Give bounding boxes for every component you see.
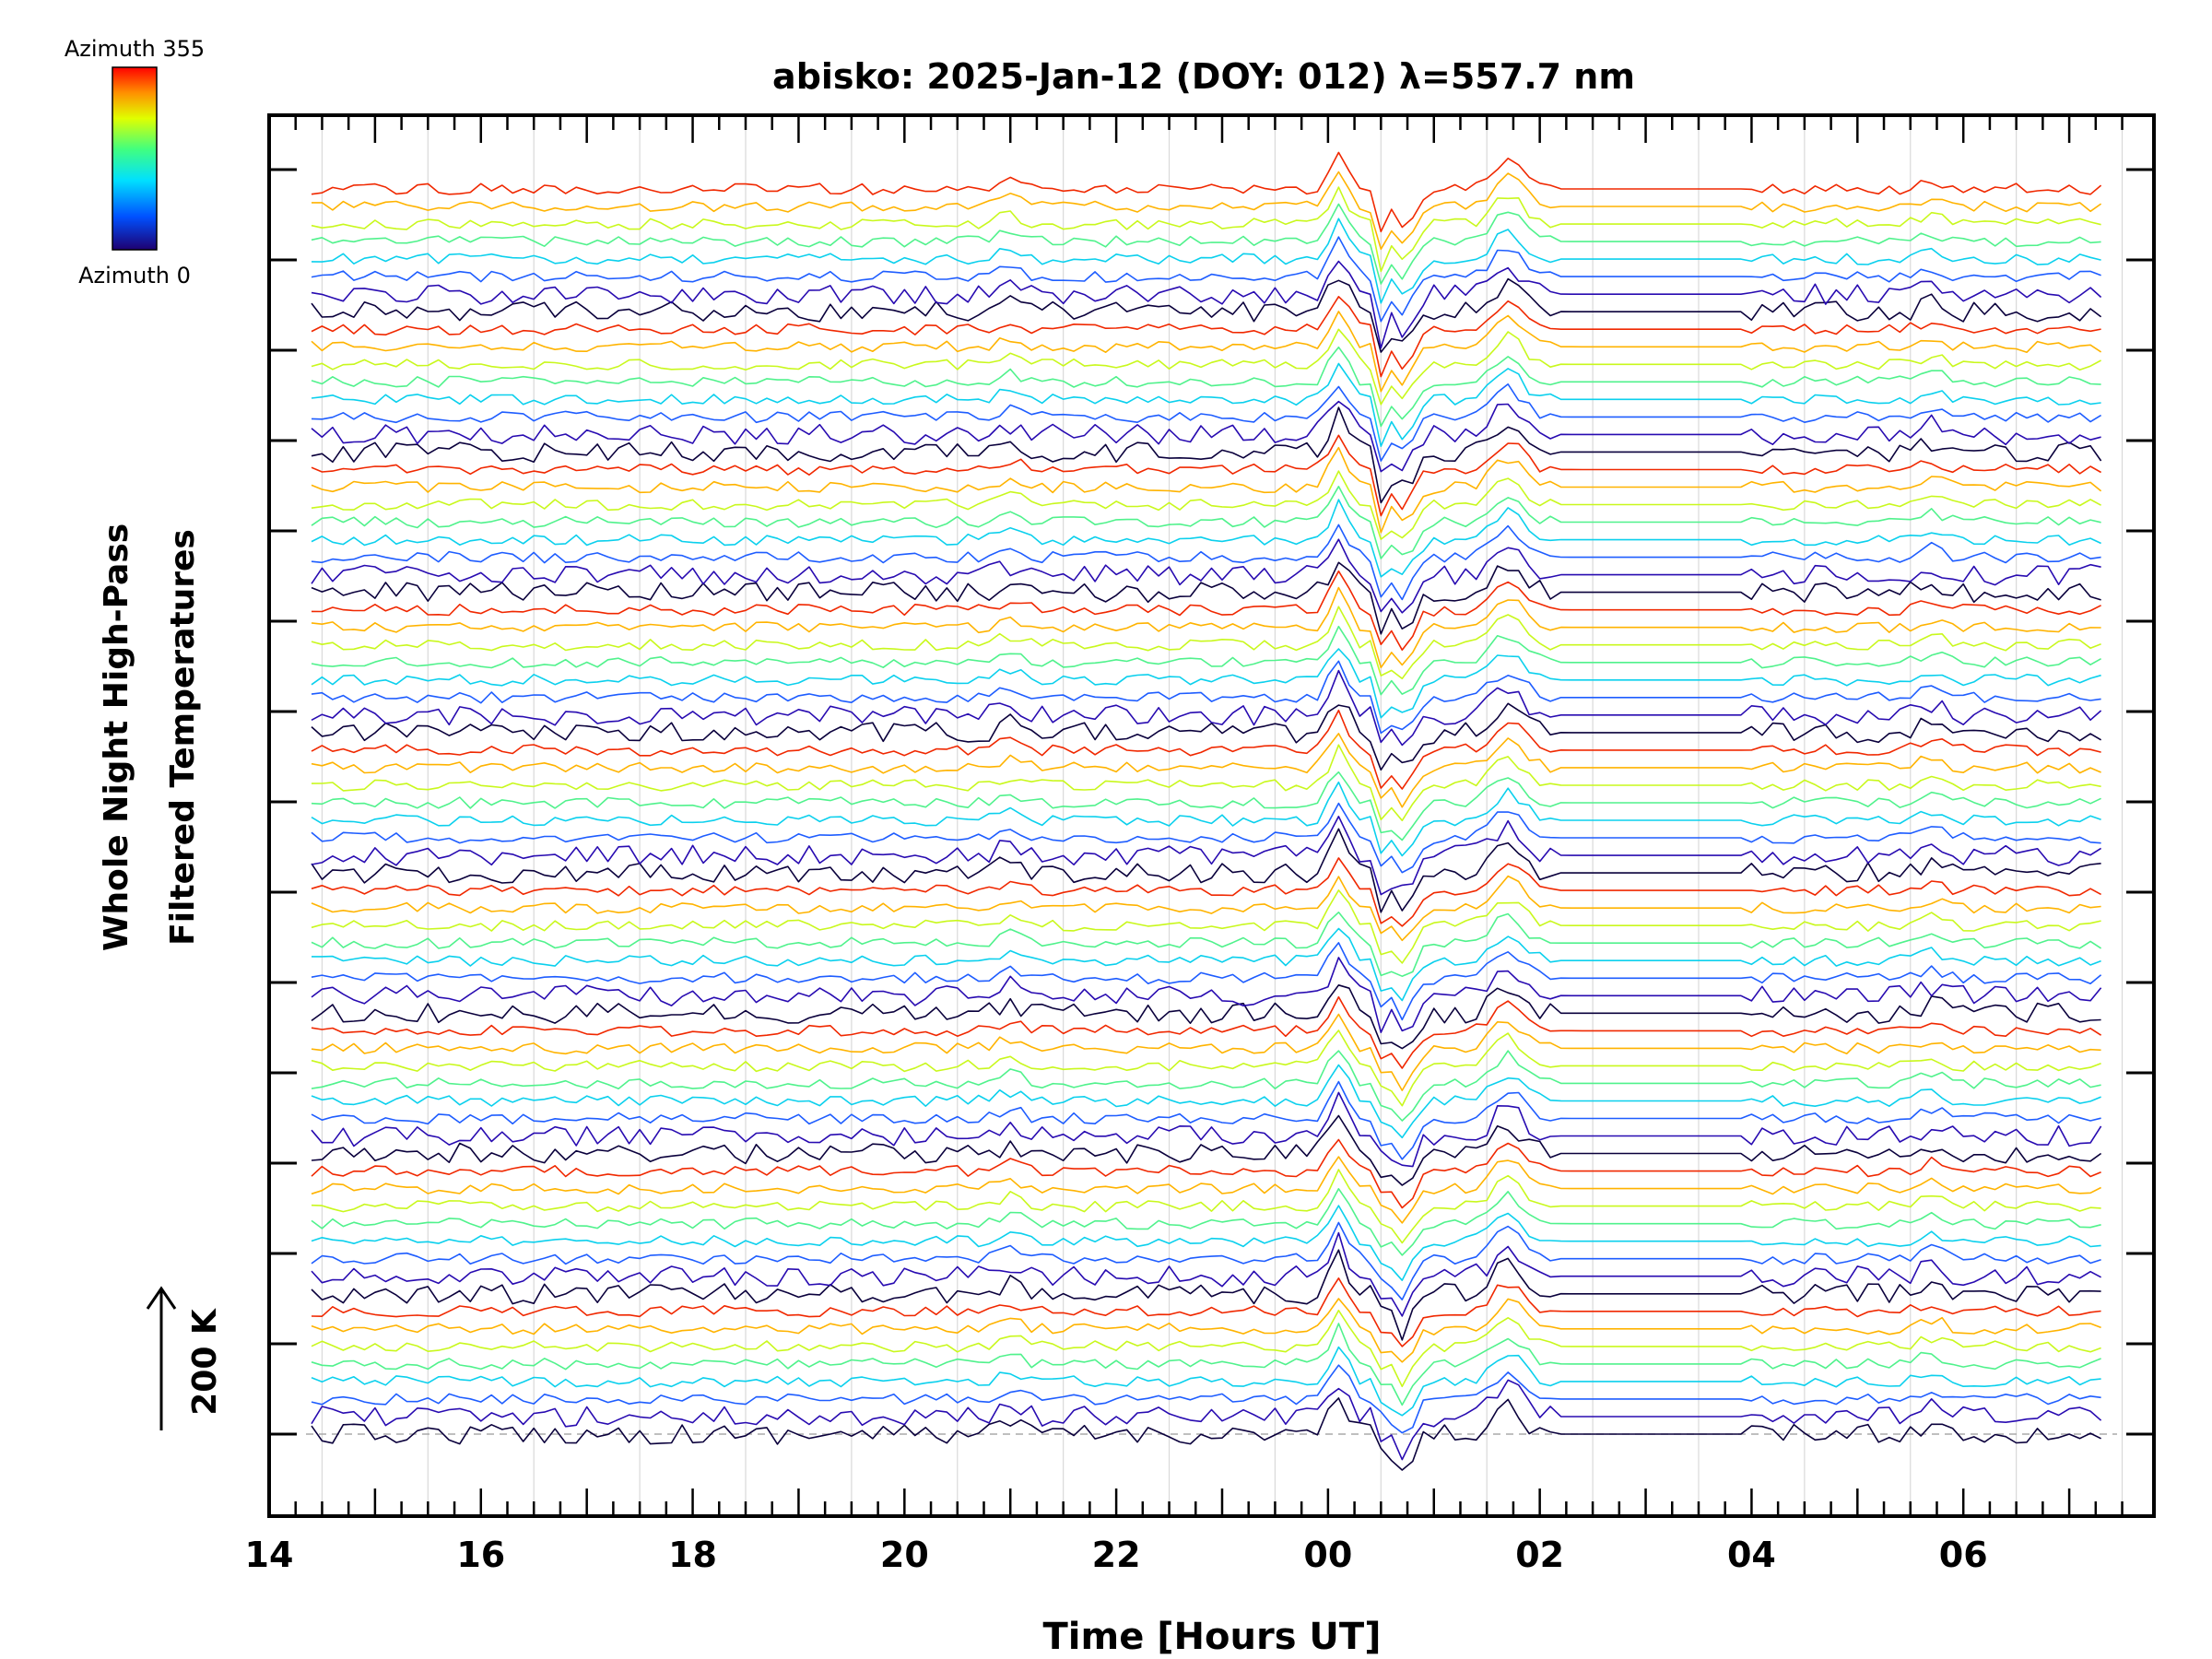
colorbar-gradient bbox=[112, 66, 158, 251]
series-line-57 bbox=[311, 400, 2101, 473]
series-line-2 bbox=[311, 1364, 2101, 1434]
colorbar: Azimuth 355 Azimuth 0 bbox=[65, 36, 205, 288]
series-line-61 bbox=[311, 328, 2101, 406]
y-axis-label-line2: Filtered Temperatures bbox=[164, 529, 202, 946]
scale-arrow-head bbox=[146, 1286, 177, 1310]
scale-indicator: 200 K bbox=[146, 1286, 224, 1430]
series-line-71 bbox=[311, 151, 2102, 233]
series-line-69 bbox=[311, 186, 2101, 273]
series-line-47 bbox=[311, 570, 2101, 652]
series-line-52 bbox=[311, 485, 2101, 559]
series-line-23 bbox=[311, 995, 2102, 1069]
series-line-36 bbox=[311, 771, 2101, 841]
series-line-70 bbox=[312, 171, 2102, 251]
series-line-19 bbox=[311, 1064, 2101, 1139]
series-line-65 bbox=[311, 260, 2102, 349]
series-line-17 bbox=[311, 1091, 2102, 1168]
series-line-50 bbox=[311, 524, 2101, 601]
series-line-25 bbox=[311, 957, 2102, 1033]
series-line-6 bbox=[311, 1298, 2101, 1363]
x-tick-label: 20 bbox=[880, 1535, 929, 1575]
colorbar-bottom-label: Azimuth 0 bbox=[78, 263, 191, 288]
series-line-21 bbox=[311, 1030, 2101, 1107]
series-line-34 bbox=[311, 802, 2101, 874]
series-line-33 bbox=[311, 815, 2102, 896]
series-line-1 bbox=[311, 1379, 2102, 1461]
series-line-18 bbox=[311, 1080, 2101, 1160]
x-tick-label: 14 bbox=[245, 1535, 294, 1575]
series-line-32 bbox=[311, 828, 2101, 913]
series-group bbox=[311, 151, 2102, 1471]
series-line-60 bbox=[311, 346, 2101, 428]
series-line-37 bbox=[311, 744, 2101, 822]
x-tick-label: 16 bbox=[456, 1535, 505, 1575]
series-line-30 bbox=[311, 875, 2101, 942]
axis-ticks bbox=[267, 115, 2154, 1516]
series-line-56 bbox=[311, 406, 2102, 504]
series-line-64 bbox=[311, 277, 2102, 353]
series-line-67 bbox=[311, 218, 2101, 304]
series-line-31 bbox=[311, 857, 2101, 927]
series-line-13 bbox=[311, 1169, 2101, 1244]
series-line-20 bbox=[311, 1050, 2101, 1122]
series-line-55 bbox=[311, 434, 2101, 517]
series-line-54 bbox=[311, 446, 2102, 534]
series-line-24 bbox=[311, 984, 2101, 1050]
series-line-49 bbox=[311, 538, 2101, 614]
series-line-22 bbox=[311, 1013, 2101, 1091]
series-line-44 bbox=[311, 625, 2101, 696]
series-line-43 bbox=[311, 648, 2101, 719]
plot-frame bbox=[267, 113, 2156, 1518]
x-tick-labels: 14 16 18 20 22 00 02 04 06 bbox=[245, 1535, 1988, 1575]
series-line-14 bbox=[311, 1156, 2101, 1224]
series-line-15 bbox=[311, 1138, 2101, 1209]
series-line-42 bbox=[311, 660, 2101, 735]
series-line-58 bbox=[311, 382, 2102, 462]
series-line-29 bbox=[311, 889, 2101, 964]
series-line-40 bbox=[311, 702, 2102, 771]
x-tick-label: 00 bbox=[1303, 1535, 1352, 1575]
series-line-0 bbox=[311, 1397, 2101, 1471]
scale-label: 200 K bbox=[186, 1308, 224, 1416]
x-tick-label: 22 bbox=[1092, 1535, 1141, 1575]
x-axis-label: Time [Hours UT] bbox=[1043, 1616, 1382, 1658]
series-line-3 bbox=[311, 1346, 2101, 1417]
series-line-46 bbox=[311, 586, 2101, 669]
series-line-11 bbox=[311, 1205, 2101, 1281]
series-line-48 bbox=[311, 561, 2101, 635]
series-line-45 bbox=[311, 606, 2101, 680]
series-line-12 bbox=[311, 1188, 2101, 1256]
series-line-4 bbox=[311, 1323, 2101, 1406]
series-line-27 bbox=[312, 927, 2101, 1002]
series-line-38 bbox=[311, 733, 2101, 808]
series-line-16 bbox=[311, 1114, 2102, 1186]
series-line-66 bbox=[311, 236, 2101, 323]
series-line-7 bbox=[311, 1277, 2101, 1347]
x-tick-label: 02 bbox=[1515, 1535, 1564, 1575]
series-line-26 bbox=[311, 942, 2102, 1021]
series-line-51 bbox=[311, 499, 2101, 578]
series-line-39 bbox=[311, 709, 2101, 790]
series-line-10 bbox=[311, 1221, 2101, 1300]
x-tick-label: 18 bbox=[668, 1535, 717, 1575]
series-line-62 bbox=[311, 311, 2102, 393]
colorbar-top-label: Azimuth 355 bbox=[65, 36, 205, 62]
series-line-59 bbox=[311, 362, 2101, 448]
series-line-9 bbox=[311, 1231, 2101, 1317]
chart-title: abisko: 2025-Jan-12 (DOY: 012) λ=557.7 n… bbox=[772, 56, 1635, 97]
series-line-28 bbox=[311, 911, 2102, 977]
series-line-35 bbox=[311, 781, 2101, 857]
y-axis-label-line1: Whole Night High-Pass bbox=[98, 524, 135, 951]
x-tick-label: 04 bbox=[1727, 1535, 1776, 1575]
series-line-53 bbox=[311, 470, 2101, 540]
series-line-68 bbox=[311, 203, 2101, 285]
series-line-41 bbox=[311, 669, 2102, 747]
x-tick-label: 06 bbox=[1939, 1535, 1988, 1575]
series-line-8 bbox=[311, 1249, 2101, 1341]
series-line-63 bbox=[311, 295, 2101, 378]
series-line-5 bbox=[311, 1310, 2101, 1388]
